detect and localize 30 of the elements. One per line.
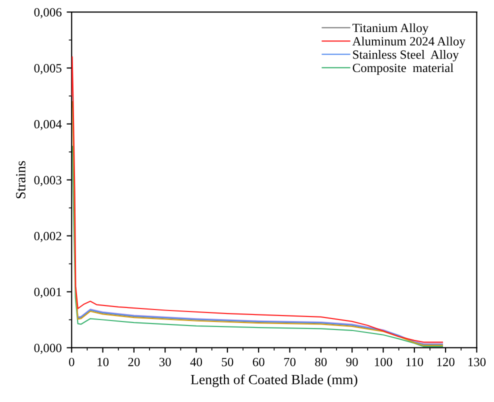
x-tick-label: 130	[468, 358, 486, 366]
x-tick-label: 70	[284, 358, 296, 366]
y-tick-label: 0,006	[34, 8, 62, 18]
legend-label: Composite material	[352, 63, 454, 75]
line-series	[77, 308, 443, 344]
x-tick-label: 40	[190, 358, 202, 366]
x-tick-label: 50	[222, 358, 234, 366]
x-tick-label: 0	[68, 358, 74, 366]
x-tick-label: 110	[406, 358, 424, 366]
legend-label: Stainless Steel Alloy	[353, 50, 459, 62]
y-tick-label: 0,003	[34, 176, 62, 186]
y-axis-title: Strains	[16, 161, 26, 198]
y-tick-label: 0,002	[34, 232, 62, 242]
line-series	[72, 101, 443, 346]
x-tick-label: 30	[159, 358, 171, 366]
legend-label: Titanium Alloy	[352, 23, 429, 35]
y-tick-label: 0,005	[34, 64, 62, 74]
x-tick-label: 20	[128, 358, 140, 366]
x-tick-label: 90	[346, 358, 358, 366]
x-tick-label: 100	[374, 358, 392, 366]
x-tick-label: 120	[437, 358, 454, 366]
x-tick-label: 10	[98, 358, 109, 366]
x-axis-title: Length of Coated Blade (mm)	[190, 374, 358, 388]
y-tick-label: 0,004	[34, 120, 62, 130]
legend-label: Aluminum 2024 Alloy	[352, 36, 466, 48]
y-tick-label: 0,001	[34, 288, 62, 298]
line-series	[72, 146, 443, 348]
x-tick-label: 80	[315, 358, 327, 366]
y-tick-label: 0,000	[34, 344, 62, 354]
x-tick-label: 60	[252, 358, 264, 366]
